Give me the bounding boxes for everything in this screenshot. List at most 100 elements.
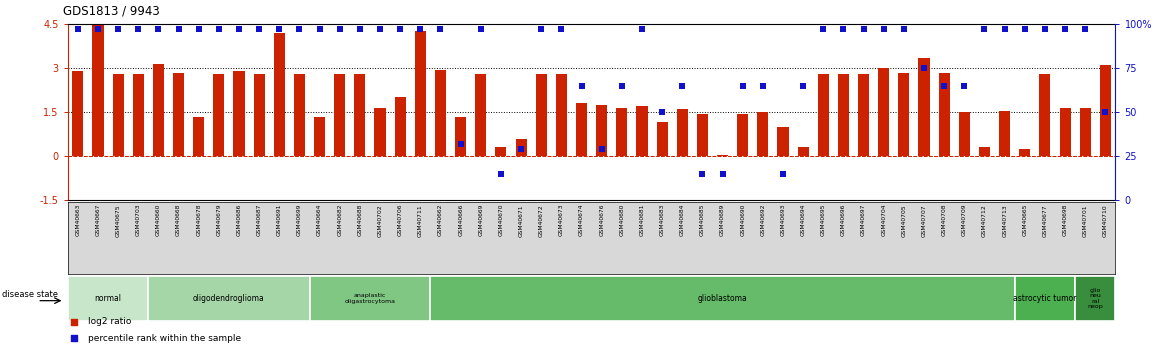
Point [552, 27, 571, 32]
Text: GSM40701: GSM40701 [1083, 204, 1087, 237]
Bar [656, 122, 668, 156]
Bar [415, 31, 426, 156]
Bar [1076, 276, 1115, 321]
Text: GSM40670: GSM40670 [499, 204, 503, 237]
Bar [837, 74, 849, 156]
Bar [310, 276, 431, 321]
Bar [153, 64, 164, 156]
Text: GSM40681: GSM40681 [639, 204, 645, 237]
Bar [456, 117, 466, 156]
Bar [878, 68, 889, 156]
Text: GSM40684: GSM40684 [680, 204, 684, 236]
Bar [430, 276, 1015, 321]
Text: GSM40706: GSM40706 [397, 204, 403, 237]
Text: GSM40664: GSM40664 [317, 204, 322, 236]
Point [311, 27, 329, 32]
Text: percentile rank within the sample: percentile rank within the sample [89, 334, 242, 343]
Text: disease state: disease state [2, 290, 58, 299]
Point [734, 83, 752, 89]
Point [350, 27, 369, 32]
Bar [395, 98, 405, 156]
Point [331, 27, 349, 32]
Point [612, 83, 631, 89]
Text: GSM40674: GSM40674 [579, 204, 584, 237]
Bar [72, 71, 83, 156]
Point [895, 27, 913, 32]
Text: GSM40680: GSM40680 [619, 204, 625, 236]
Point [512, 146, 530, 152]
Point [633, 27, 652, 32]
Bar [697, 114, 708, 156]
Text: GSM40666: GSM40666 [458, 204, 464, 236]
Bar [273, 33, 285, 156]
Text: GSM40707: GSM40707 [922, 204, 926, 237]
Text: GSM40685: GSM40685 [700, 204, 705, 237]
Text: GSM40712: GSM40712 [982, 204, 987, 237]
Point [693, 171, 711, 177]
Text: GSM40688: GSM40688 [357, 204, 362, 236]
Text: GSM40699: GSM40699 [297, 204, 303, 236]
Bar [637, 106, 647, 156]
Point [209, 27, 228, 32]
Text: astrocytic tumor: astrocytic tumor [1013, 294, 1077, 303]
Point [572, 83, 591, 89]
Bar [112, 74, 124, 156]
Text: GSM40679: GSM40679 [216, 204, 222, 237]
Point [995, 27, 1014, 32]
Text: GSM40708: GSM40708 [941, 204, 947, 237]
Bar [596, 105, 607, 156]
Bar [536, 74, 547, 156]
Bar [959, 112, 969, 156]
Text: GSM40678: GSM40678 [196, 204, 201, 237]
Point [1015, 27, 1034, 32]
Point [975, 27, 994, 32]
Text: GSM40709: GSM40709 [961, 204, 967, 237]
Text: anaplastic
oligastrocytoma: anaplastic oligastrocytoma [345, 293, 396, 304]
Point [773, 171, 792, 177]
Text: GSM40683: GSM40683 [660, 204, 665, 236]
Bar [617, 108, 627, 156]
Bar [173, 72, 185, 156]
Point [89, 27, 107, 32]
Bar [898, 72, 910, 156]
Text: GSM40696: GSM40696 [841, 204, 846, 236]
Bar [858, 74, 869, 156]
Text: GSM40671: GSM40671 [519, 204, 523, 237]
Text: GSM40662: GSM40662 [438, 204, 443, 237]
Text: GSM40702: GSM40702 [377, 204, 383, 237]
Point [753, 83, 772, 89]
Bar [475, 74, 486, 156]
Point [492, 171, 510, 177]
Point [794, 83, 813, 89]
Text: GSM40693: GSM40693 [780, 204, 786, 236]
Text: GSM40669: GSM40669 [478, 204, 484, 236]
Bar [1020, 149, 1030, 156]
Text: GSM40695: GSM40695 [821, 204, 826, 237]
Bar [939, 72, 950, 156]
Text: GSM40689: GSM40689 [719, 204, 725, 236]
Bar [253, 74, 265, 156]
Text: GDS1813 / 9943: GDS1813 / 9943 [63, 4, 159, 17]
Bar [818, 74, 829, 156]
Point [1056, 27, 1075, 32]
Point [69, 27, 88, 32]
Bar [294, 74, 305, 156]
Text: GSM40692: GSM40692 [760, 204, 765, 237]
Point [592, 146, 611, 152]
Point [150, 27, 168, 32]
Bar [234, 71, 244, 156]
Point [391, 27, 410, 32]
Bar [556, 74, 566, 156]
Text: GSM40660: GSM40660 [155, 204, 161, 236]
Bar [1059, 108, 1071, 156]
Point [934, 83, 953, 89]
Text: normal: normal [95, 294, 121, 303]
Point [451, 141, 470, 147]
Bar [148, 276, 310, 321]
Text: GSM40710: GSM40710 [1103, 204, 1108, 237]
Text: GSM40713: GSM40713 [1002, 204, 1007, 237]
Text: oligodendroglioma: oligodendroglioma [193, 294, 265, 303]
Point [128, 27, 147, 32]
Bar [576, 104, 588, 156]
Bar [375, 108, 385, 156]
